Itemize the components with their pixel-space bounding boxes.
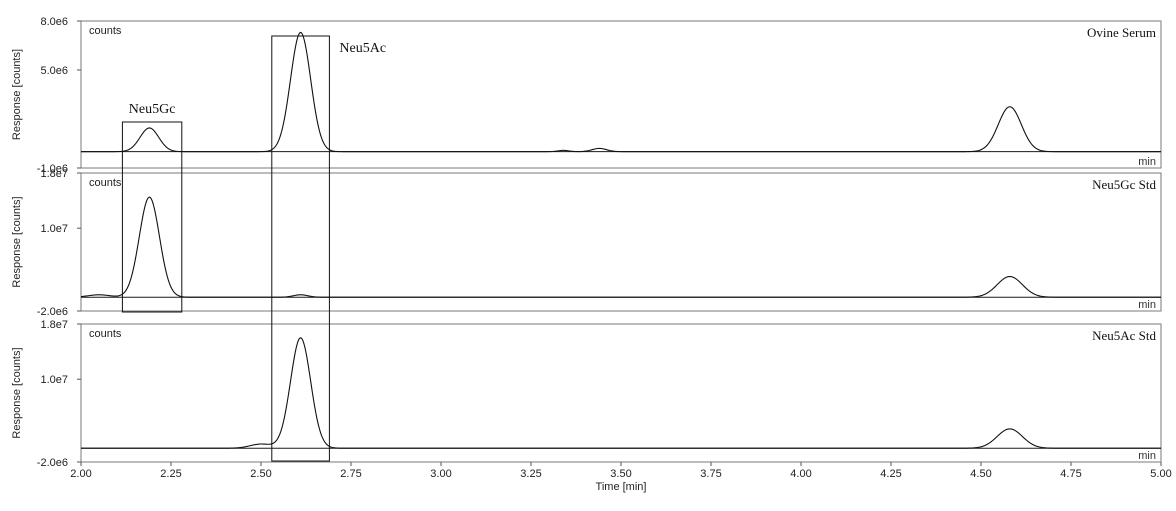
y-tick-label: 1.8e7 (40, 168, 68, 180)
chart-panel-2: 1.8e7 1.0e7 -2.0e6 Response [counts] counts N… (11, 168, 1162, 318)
x-tick-label: 2.25 (160, 468, 181, 480)
annotation-label: Neu5Ac (339, 41, 386, 56)
y-tick-label: 8.0e6 (40, 16, 68, 28)
x-axis-label: Time [min] (596, 481, 647, 493)
x-tick-label: 3.50 (610, 468, 631, 480)
x-tick-label: 2.50 (250, 468, 271, 480)
x-tick-label: 2.00 (70, 468, 91, 480)
x-unit-label: min (1138, 156, 1156, 168)
panel-frame (80, 172, 1162, 312)
panel-frame (80, 20, 1162, 169)
x-tick-label: 2.75 (340, 468, 361, 480)
y-tick-label: 1.0e7 (40, 374, 68, 386)
x-tick-label: 5.00 (1150, 468, 1171, 480)
x-unit-label: min (1138, 450, 1156, 462)
annotation-box (121, 121, 183, 313)
unit-label: counts (89, 177, 122, 189)
y-tick-label: 5.0e6 (40, 65, 68, 77)
panel-title: Ovine Serum (1087, 25, 1156, 40)
y-axis-label: Response [counts] (11, 196, 23, 287)
y-axis-label: Response [counts] (11, 347, 23, 438)
chart-panel-1: 8.0e6 5.0e6 -1.0e6 Response [counts] counts O… (11, 16, 1162, 175)
y-tick-label: 1.0e7 (40, 223, 68, 235)
annotation-box (271, 35, 330, 462)
x-unit-label: min (1138, 299, 1156, 311)
panel-title: Neu5Gc Std (1092, 177, 1156, 192)
y-tick-label: -1.0e6 (37, 163, 68, 175)
x-axis: 2.00 2.25 2.50 2.75 3.00 3.25 3.50 3.75 4.00 4.25… (70, 462, 1172, 493)
x-tick-label: 4.25 (880, 468, 901, 480)
annotations-layer: Neu5Gc Neu5Ac (121, 35, 386, 462)
y-tick-label: 1.8e7 (40, 319, 68, 331)
x-tick-label: 4.50 (970, 468, 991, 480)
series-trace (80, 196, 1161, 298)
x-tick-label: 4.00 (790, 468, 811, 480)
panels-layer: 8.0e6 5.0e6 -1.0e6 Response [counts] counts O… (11, 16, 1162, 469)
x-tick-label: 3.25 (520, 468, 541, 480)
annotation-label: Neu5Gc (129, 102, 176, 117)
chart-panel-3: 1.8e7 1.0e7 -2.0e6 Response [counts] counts N… (11, 319, 1162, 469)
x-tick-label: 4.75 (1060, 468, 1081, 480)
x-tick-label: 3.75 (700, 468, 721, 480)
series-trace (81, 337, 1161, 449)
panel-frame (80, 323, 1162, 463)
unit-label: counts (89, 25, 122, 37)
x-tick-label: 3.00 (430, 468, 451, 480)
y-tick-label: -2.0e6 (37, 457, 68, 469)
series-trace (81, 31, 1161, 153)
panel-title: Neu5Ac Std (1092, 328, 1156, 343)
unit-label: counts (89, 328, 122, 340)
y-axis-label: Response [counts] (11, 49, 23, 140)
y-tick-label: -2.0e6 (37, 306, 68, 318)
